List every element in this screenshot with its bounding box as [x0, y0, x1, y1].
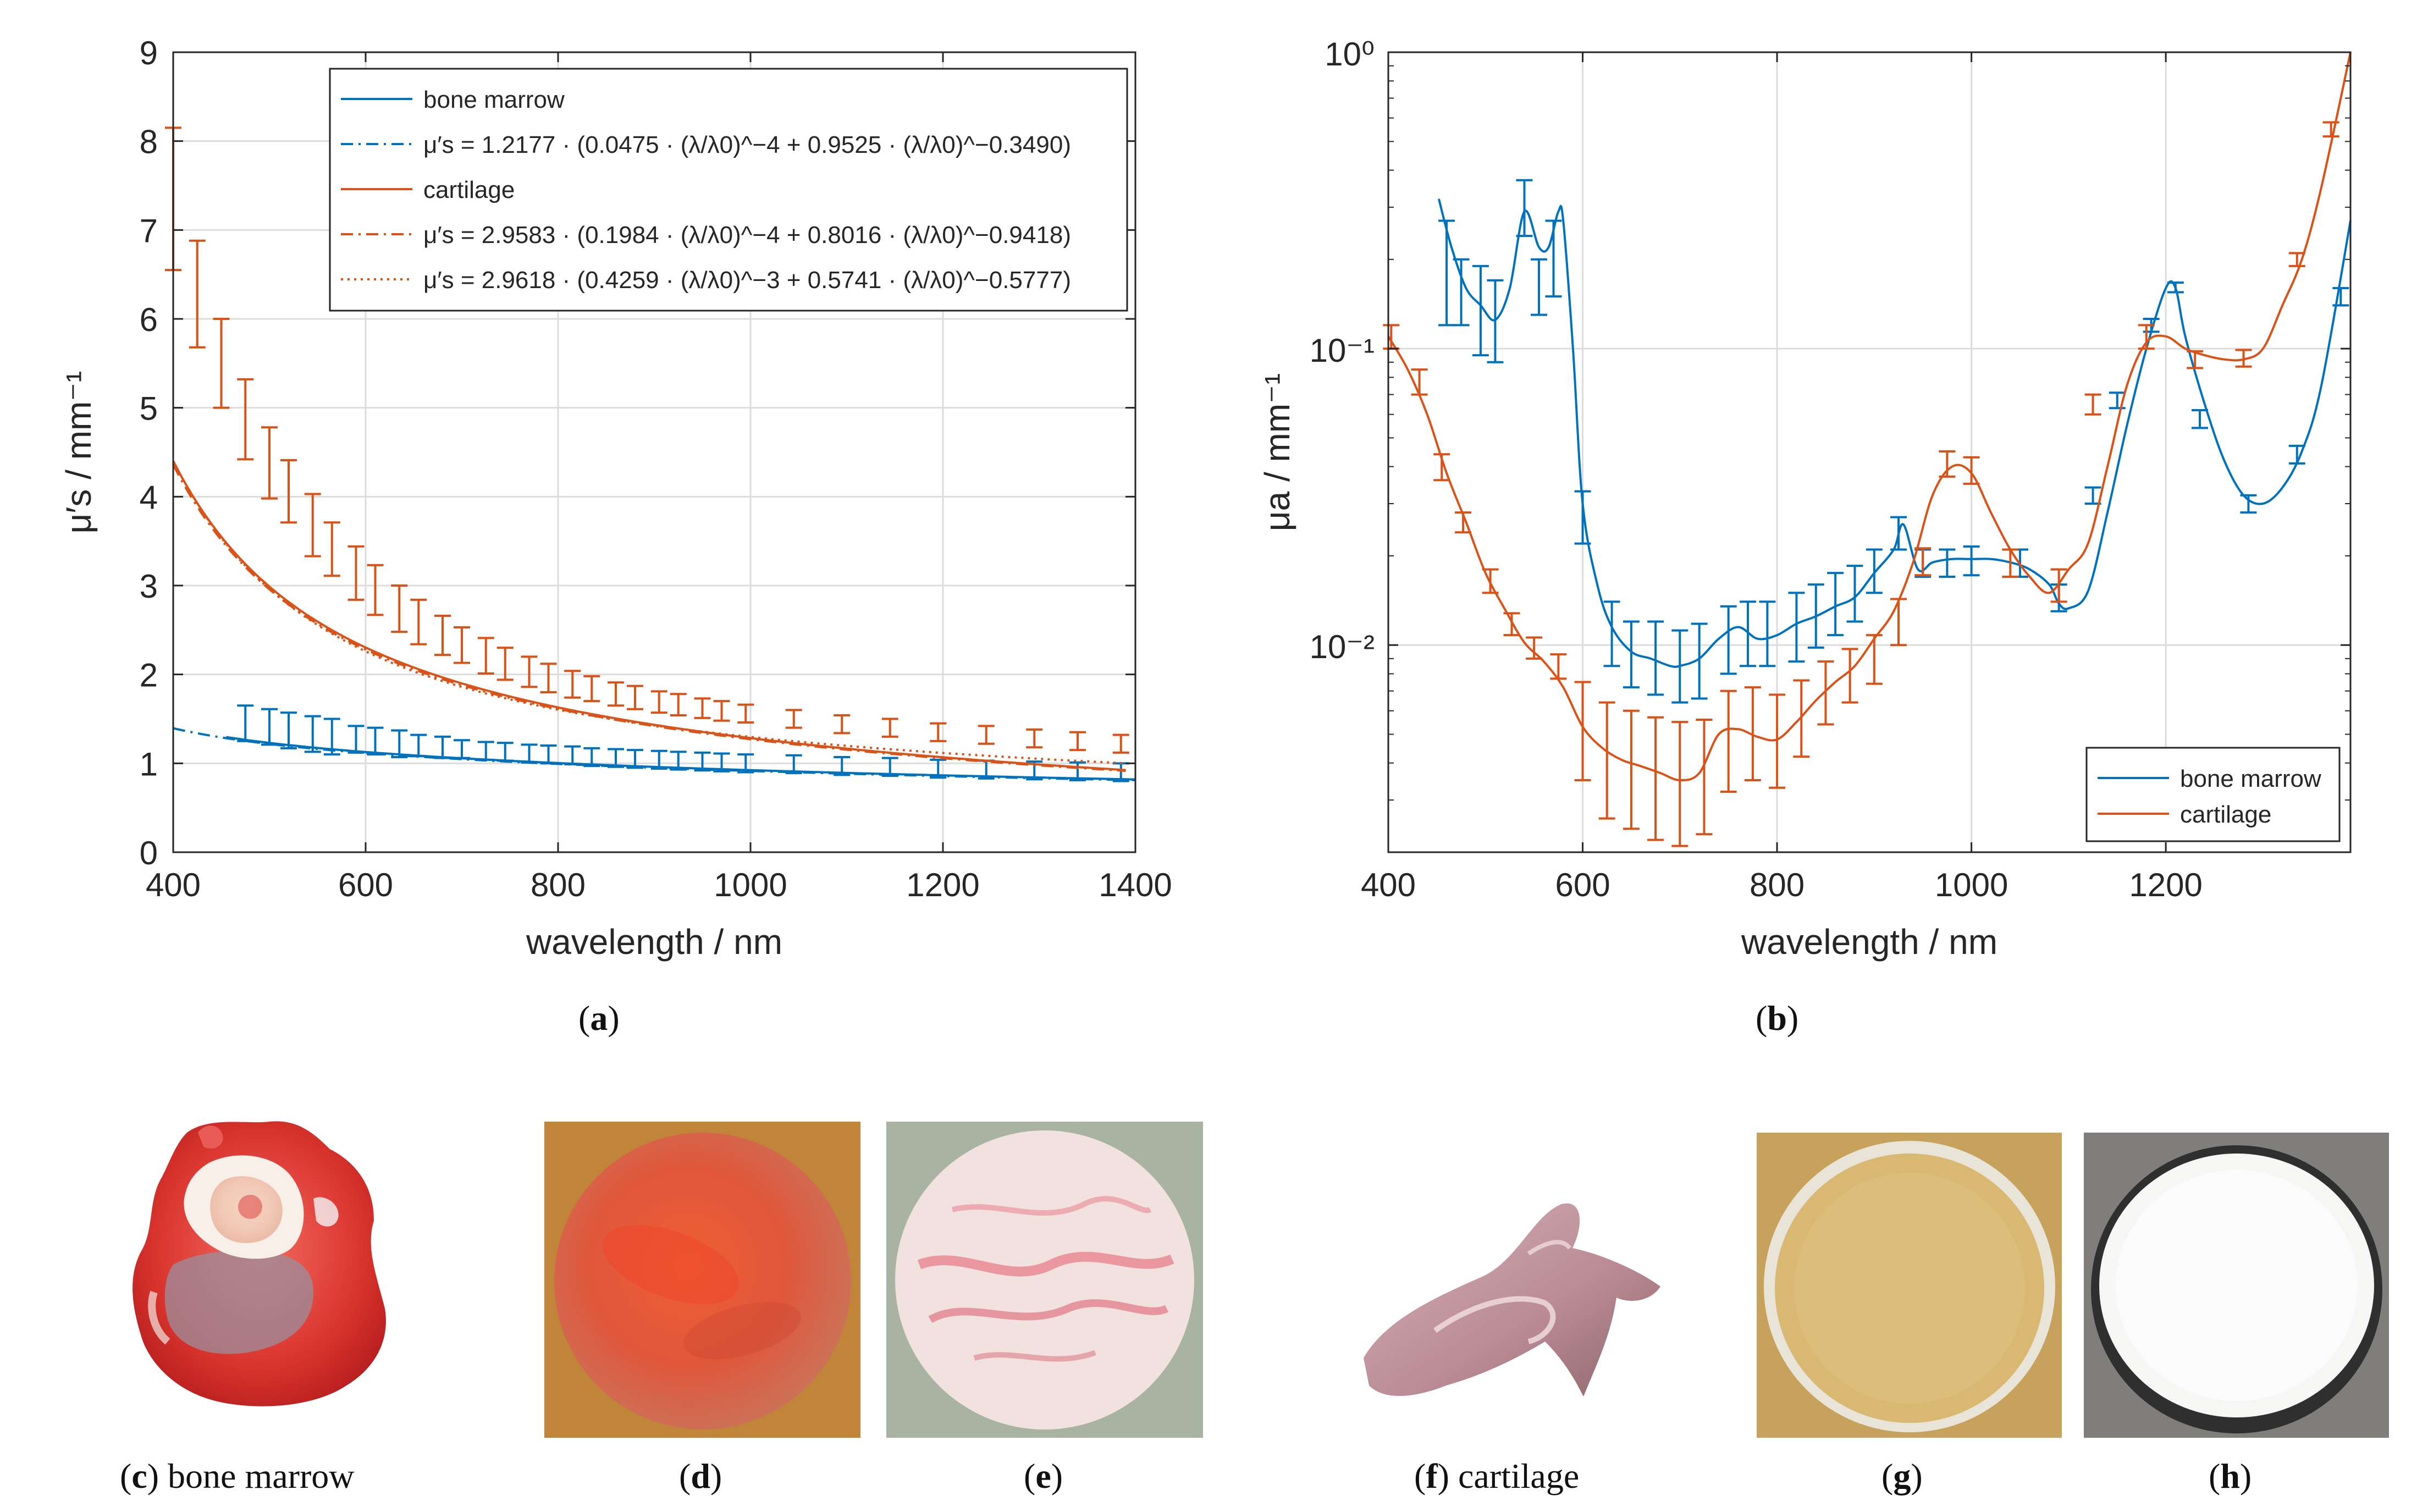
y-tick-label: 7: [140, 212, 158, 249]
y-tick-label: 10⁰: [1325, 36, 1375, 73]
caption-h: (h): [2209, 1456, 2252, 1496]
y-tick-label: 6: [140, 301, 158, 338]
x-tick-label: 1400: [1099, 867, 1172, 903]
bone-marrow-disc-photo-e: [886, 1122, 1203, 1438]
x-tick-label: 400: [1361, 867, 1416, 903]
x-tick-label: 800: [1750, 867, 1805, 903]
cartilage-line: [1387, 52, 2352, 782]
caption-d: (d): [679, 1456, 722, 1496]
y-axis-label: μ′s / mm⁻¹: [59, 371, 98, 534]
caption-e: (e): [1024, 1456, 1063, 1496]
x-axis-label: wavelength / nm: [526, 922, 782, 962]
y-tick-label: 3: [140, 568, 158, 605]
bone_marrow-line: [226, 736, 1136, 781]
y-tick-label: 2: [140, 657, 158, 694]
chart-b-axes: 400 600 800 1000 1200 10⁻² 10⁻¹ 10⁰ wavelength /…: [1257, 36, 2352, 962]
legend-label: cartilage: [423, 176, 515, 203]
y-tick-label: 8: [140, 124, 158, 161]
scattering-chart: 400 600 800 1000 1200 1400 0 1 2 3 4 5 6 7 8 9 wavelengt…: [59, 35, 1172, 962]
x-tick-label: 400: [146, 867, 201, 903]
x-tick-label: 1000: [714, 867, 787, 903]
legend-label: μ′s = 2.9618 · (0.4259 · (λ/λ0)^−3 + 0.5…: [423, 267, 1071, 294]
absorption-chart: 400 600 800 1000 1200 10⁻² 10⁻¹ 10⁰ wavelength /…: [1257, 36, 2352, 962]
caption-a: (a): [578, 998, 620, 1038]
chart-b-grid: [1387, 51, 2350, 852]
x-tick-label: 1000: [1935, 867, 2008, 903]
y-tick-label: 5: [140, 390, 158, 427]
axes-box: [172, 51, 1136, 853]
bone-marrow-disc-photo-d: [544, 1122, 860, 1438]
legend-label: bone marrow: [423, 86, 565, 113]
legend-label: cartilage: [2180, 801, 2271, 828]
x-tick-label: 600: [338, 867, 393, 903]
chart-a-series: [165, 126, 1136, 782]
y-tick-label: 9: [140, 35, 158, 71]
legend-label: μ′s = 2.9583 · (0.1984 · (λ/λ0)^−4 + 0.8…: [423, 222, 1071, 249]
chart-b-series: [1383, 52, 2352, 847]
legend-box: [329, 68, 1128, 312]
legend-label: bone marrow: [2180, 765, 2321, 792]
cartilage-fit2-line: [172, 461, 1126, 765]
x-tick-label: 1200: [2129, 867, 2202, 903]
bone_marrow-line: [1437, 198, 2352, 668]
legend-label: μ′s = 1.2177 · (0.0475 · (λ/λ0)^−4 + 0.9…: [423, 131, 1071, 158]
cartilage-sample-photo: [1364, 1203, 1660, 1397]
caption-b: (b): [1756, 998, 1799, 1038]
axes-box: [1387, 51, 2352, 853]
cartilage-disc-photo-g: [1757, 1133, 2062, 1438]
caption-c: (c) bone marrow: [120, 1456, 355, 1496]
y-tick-label: 10⁻²: [1310, 628, 1375, 665]
y-tick-label: 4: [140, 479, 158, 516]
legend-box: [2085, 747, 2341, 842]
x-tick-label: 800: [531, 867, 586, 903]
caption-f: (f) cartilage: [1414, 1456, 1580, 1496]
chart-a-legend: bone marrow μ′s = 1.2177 · (0.0475 · (λ/λ…: [329, 68, 1128, 312]
bone_marrow-fit-line: [173, 727, 1136, 781]
y-tick-label: 1: [140, 746, 158, 782]
x-tick-label: 600: [1555, 867, 1610, 903]
y-axis-label: μa / mm⁻¹: [1257, 373, 1297, 532]
chart-a-axes: 400 600 800 1000 1200 1400 0 1 2 3 4 5 6 7 8 9 wavelengt…: [59, 35, 1172, 962]
chart-b-legend: bone marrow cartilage: [2085, 747, 2341, 842]
y-tick-label: 0: [140, 835, 158, 871]
caption-g: (g): [1881, 1456, 1923, 1496]
x-axis-label: wavelength / nm: [1741, 922, 1997, 962]
bone-marrow-sample-photo: [133, 1121, 386, 1406]
cartilage-disc-photo-h: [2084, 1133, 2389, 1438]
y-tick-label: 10⁻¹: [1310, 332, 1375, 369]
x-tick-label: 1200: [906, 867, 979, 903]
cartilage-line: [172, 460, 1126, 771]
